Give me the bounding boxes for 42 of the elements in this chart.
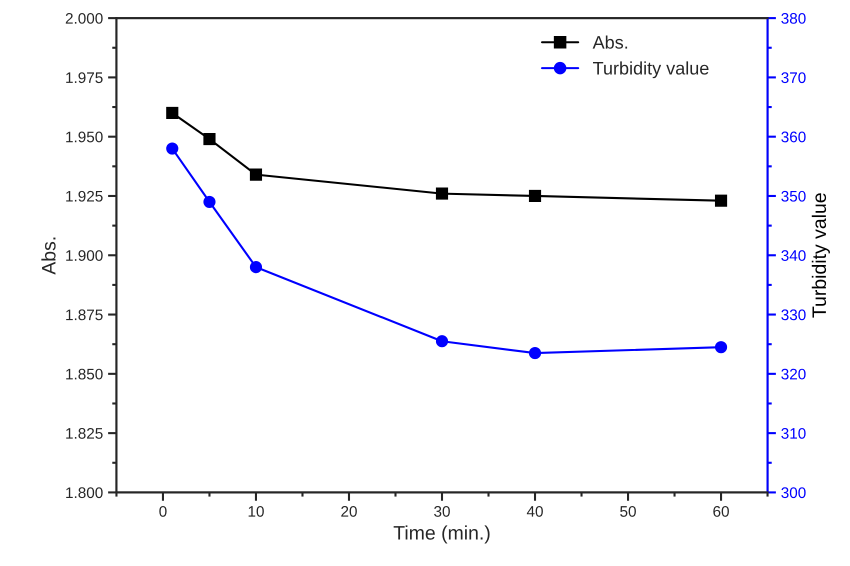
point [203, 132, 216, 146]
x-tick-label: 0 [159, 506, 167, 517]
y2-tick-label: 310 [781, 428, 806, 439]
y-axis-title: Abs. [41, 238, 56, 275]
legend-label: Abs. [592, 35, 628, 49]
legend-label: Turbidity value [593, 61, 709, 78]
y2-tick-label: 370 [781, 72, 806, 84]
y-tick-label: 1.875 [66, 309, 103, 320]
point [436, 188, 448, 200]
x-axis-title: Time (min.) [394, 525, 490, 544]
point [528, 347, 542, 360]
x-tick-label: 10 [248, 506, 264, 517]
point [166, 142, 178, 155]
y-tick-label: 1.975 [66, 72, 103, 84]
point [203, 196, 216, 208]
y2-tick-label: 330 [781, 309, 806, 320]
y-tick-label: 1.950 [66, 132, 103, 142]
point [714, 341, 728, 354]
y2-tick-label: 380 [781, 12, 806, 24]
x-tick-label: 30 [434, 506, 450, 517]
x-tick-label: 50 [620, 506, 636, 517]
point [166, 106, 178, 120]
y2-tick-label: 300 [781, 487, 806, 498]
y2-tick-label: 320 [781, 368, 806, 380]
x-tick-label: 20 [341, 506, 357, 517]
y2-axis-title: Turbidity value [812, 193, 830, 318]
y-tick-label: 1.925 [66, 190, 103, 202]
point [250, 168, 262, 181]
x-tick-label: 60 [713, 506, 729, 517]
point [714, 194, 728, 207]
point [436, 335, 448, 348]
y2-tick-label: 350 [781, 190, 806, 202]
x-tick-label: 40 [526, 506, 543, 517]
y-tick-label: 1.900 [66, 250, 103, 261]
y-tick-label: 1.800 [66, 487, 103, 498]
y2-tick-label: 340 [781, 250, 806, 261]
y-tick-label: 1.825 [66, 428, 103, 439]
point [528, 190, 542, 202]
y-tick-label: 2.000 [66, 12, 103, 24]
y2-tick-label: 360 [781, 132, 806, 142]
point [250, 261, 262, 274]
y-tick-label: 1.850 [66, 368, 103, 380]
